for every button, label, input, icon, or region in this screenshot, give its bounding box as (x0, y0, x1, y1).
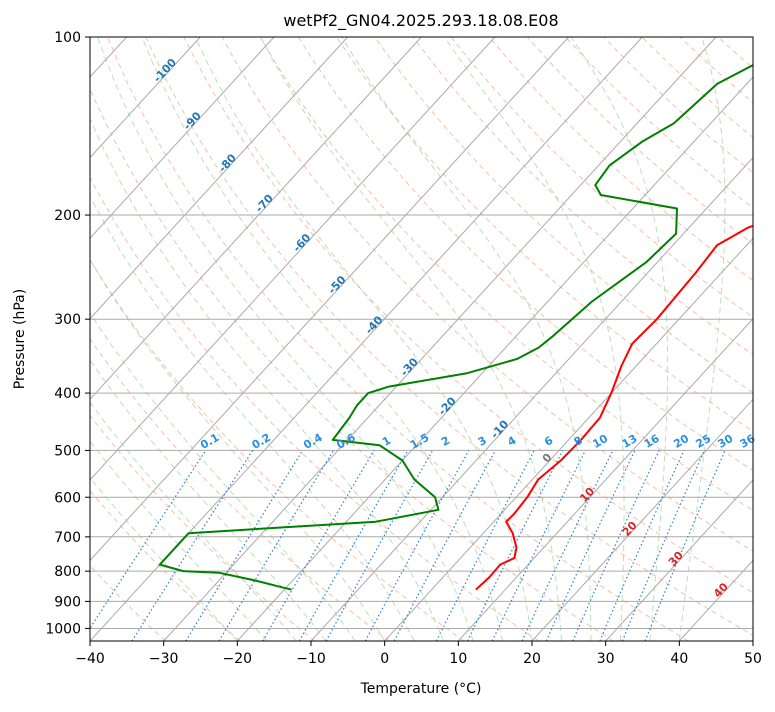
y-tick-label: 600 (54, 490, 81, 506)
y-tick-label: 500 (54, 443, 81, 459)
x-tick-label: 40 (670, 651, 688, 667)
x-tick-label: 50 (744, 651, 762, 667)
chart-title: wetPf2_GN04.2025.293.18.08.E08 (283, 11, 558, 31)
x-tick-label: 20 (523, 651, 541, 667)
y-tick-label: 100 (54, 30, 81, 46)
dry-adiabat-line (756, 37, 775, 641)
x-tick-label: −20 (223, 651, 253, 667)
y-tick-label: 900 (54, 594, 81, 610)
y-tick-label: 1000 (45, 621, 81, 637)
y-tick-label: 400 (54, 386, 81, 402)
x-tick-label: −40 (75, 651, 105, 667)
y-axis-label: Pressure (hPa) (12, 289, 28, 389)
y-tick-label: 200 (54, 208, 81, 224)
x-tick-label: 10 (449, 651, 467, 667)
y-tick-label: 300 (54, 312, 81, 328)
x-axis-label: Temperature (°C) (360, 681, 482, 697)
isotherm-line (753, 37, 775, 641)
x-tick-label: −10 (296, 651, 326, 667)
x-tick-label: −30 (149, 651, 179, 667)
y-tick-label: 700 (54, 530, 81, 546)
x-tick-label: 30 (597, 651, 615, 667)
x-tick-label: 0 (380, 651, 389, 667)
y-tick-label: 800 (54, 564, 81, 580)
